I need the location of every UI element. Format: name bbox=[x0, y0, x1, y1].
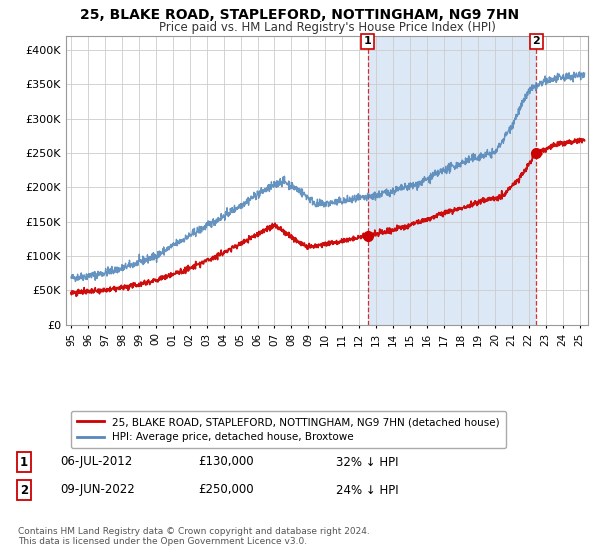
Text: 09-JUN-2022: 09-JUN-2022 bbox=[60, 483, 135, 497]
Text: 06-JUL-2012: 06-JUL-2012 bbox=[60, 455, 132, 469]
Text: £130,000: £130,000 bbox=[198, 455, 254, 469]
Text: 1: 1 bbox=[20, 455, 28, 469]
Text: 2: 2 bbox=[20, 483, 28, 497]
Text: £250,000: £250,000 bbox=[198, 483, 254, 497]
Text: Contains HM Land Registry data © Crown copyright and database right 2024.
This d: Contains HM Land Registry data © Crown c… bbox=[18, 526, 370, 546]
Text: 2: 2 bbox=[532, 36, 540, 46]
Text: 24% ↓ HPI: 24% ↓ HPI bbox=[336, 483, 398, 497]
Title: Price paid vs. HM Land Registry's House Price Index (HPI): Price paid vs. HM Land Registry's House … bbox=[158, 21, 496, 34]
Bar bbox=[368, 36, 536, 325]
Text: 32% ↓ HPI: 32% ↓ HPI bbox=[336, 455, 398, 469]
Legend: 25, BLAKE ROAD, STAPLEFORD, NOTTINGHAM, NG9 7HN (detached house), HPI: Average p: 25, BLAKE ROAD, STAPLEFORD, NOTTINGHAM, … bbox=[71, 411, 506, 449]
Text: 25, BLAKE ROAD, STAPLEFORD, NOTTINGHAM, NG9 7HN: 25, BLAKE ROAD, STAPLEFORD, NOTTINGHAM, … bbox=[80, 8, 520, 22]
Text: 1: 1 bbox=[364, 36, 371, 46]
